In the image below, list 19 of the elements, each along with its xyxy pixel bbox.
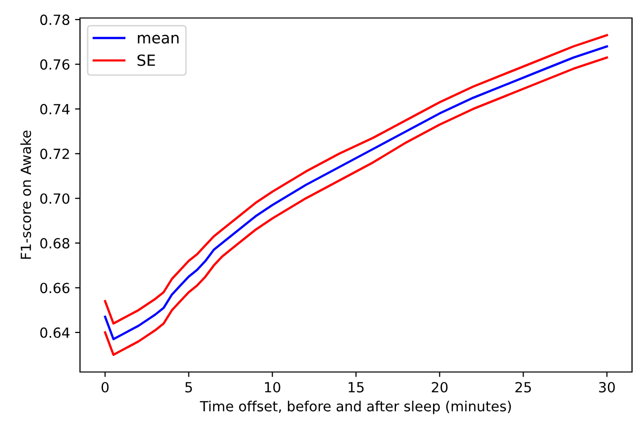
y-tick-label: 0.68 xyxy=(40,238,70,249)
y-tick-label: 0.72 xyxy=(40,148,69,160)
x-tick-label: 0 xyxy=(102,382,109,392)
y-axis-title: F1-score on Awake xyxy=(20,130,32,259)
x-tick-label: 20 xyxy=(432,382,448,392)
x-axis-title: Time offset, before and after sleep (minutes) xyxy=(200,400,511,414)
x-tick-label: 30 xyxy=(599,382,615,392)
legend-label: SE xyxy=(138,54,155,66)
x-tick-label: 25 xyxy=(515,382,531,392)
y-tick-label: 0.64 xyxy=(40,327,70,338)
y-tick-label: 0.74 xyxy=(40,104,70,114)
y-tick-label: 0.70 xyxy=(40,193,70,204)
legend-label: mean xyxy=(138,34,179,44)
y-tick-label: 0.66 xyxy=(40,282,70,294)
y-tick-label: 0.78 xyxy=(40,14,70,26)
y-tick-label: 0.76 xyxy=(40,59,70,70)
x-tick-label: 5 xyxy=(185,382,192,392)
x-tick-label: 10 xyxy=(265,382,280,392)
x-tick-label: 15 xyxy=(348,382,364,392)
